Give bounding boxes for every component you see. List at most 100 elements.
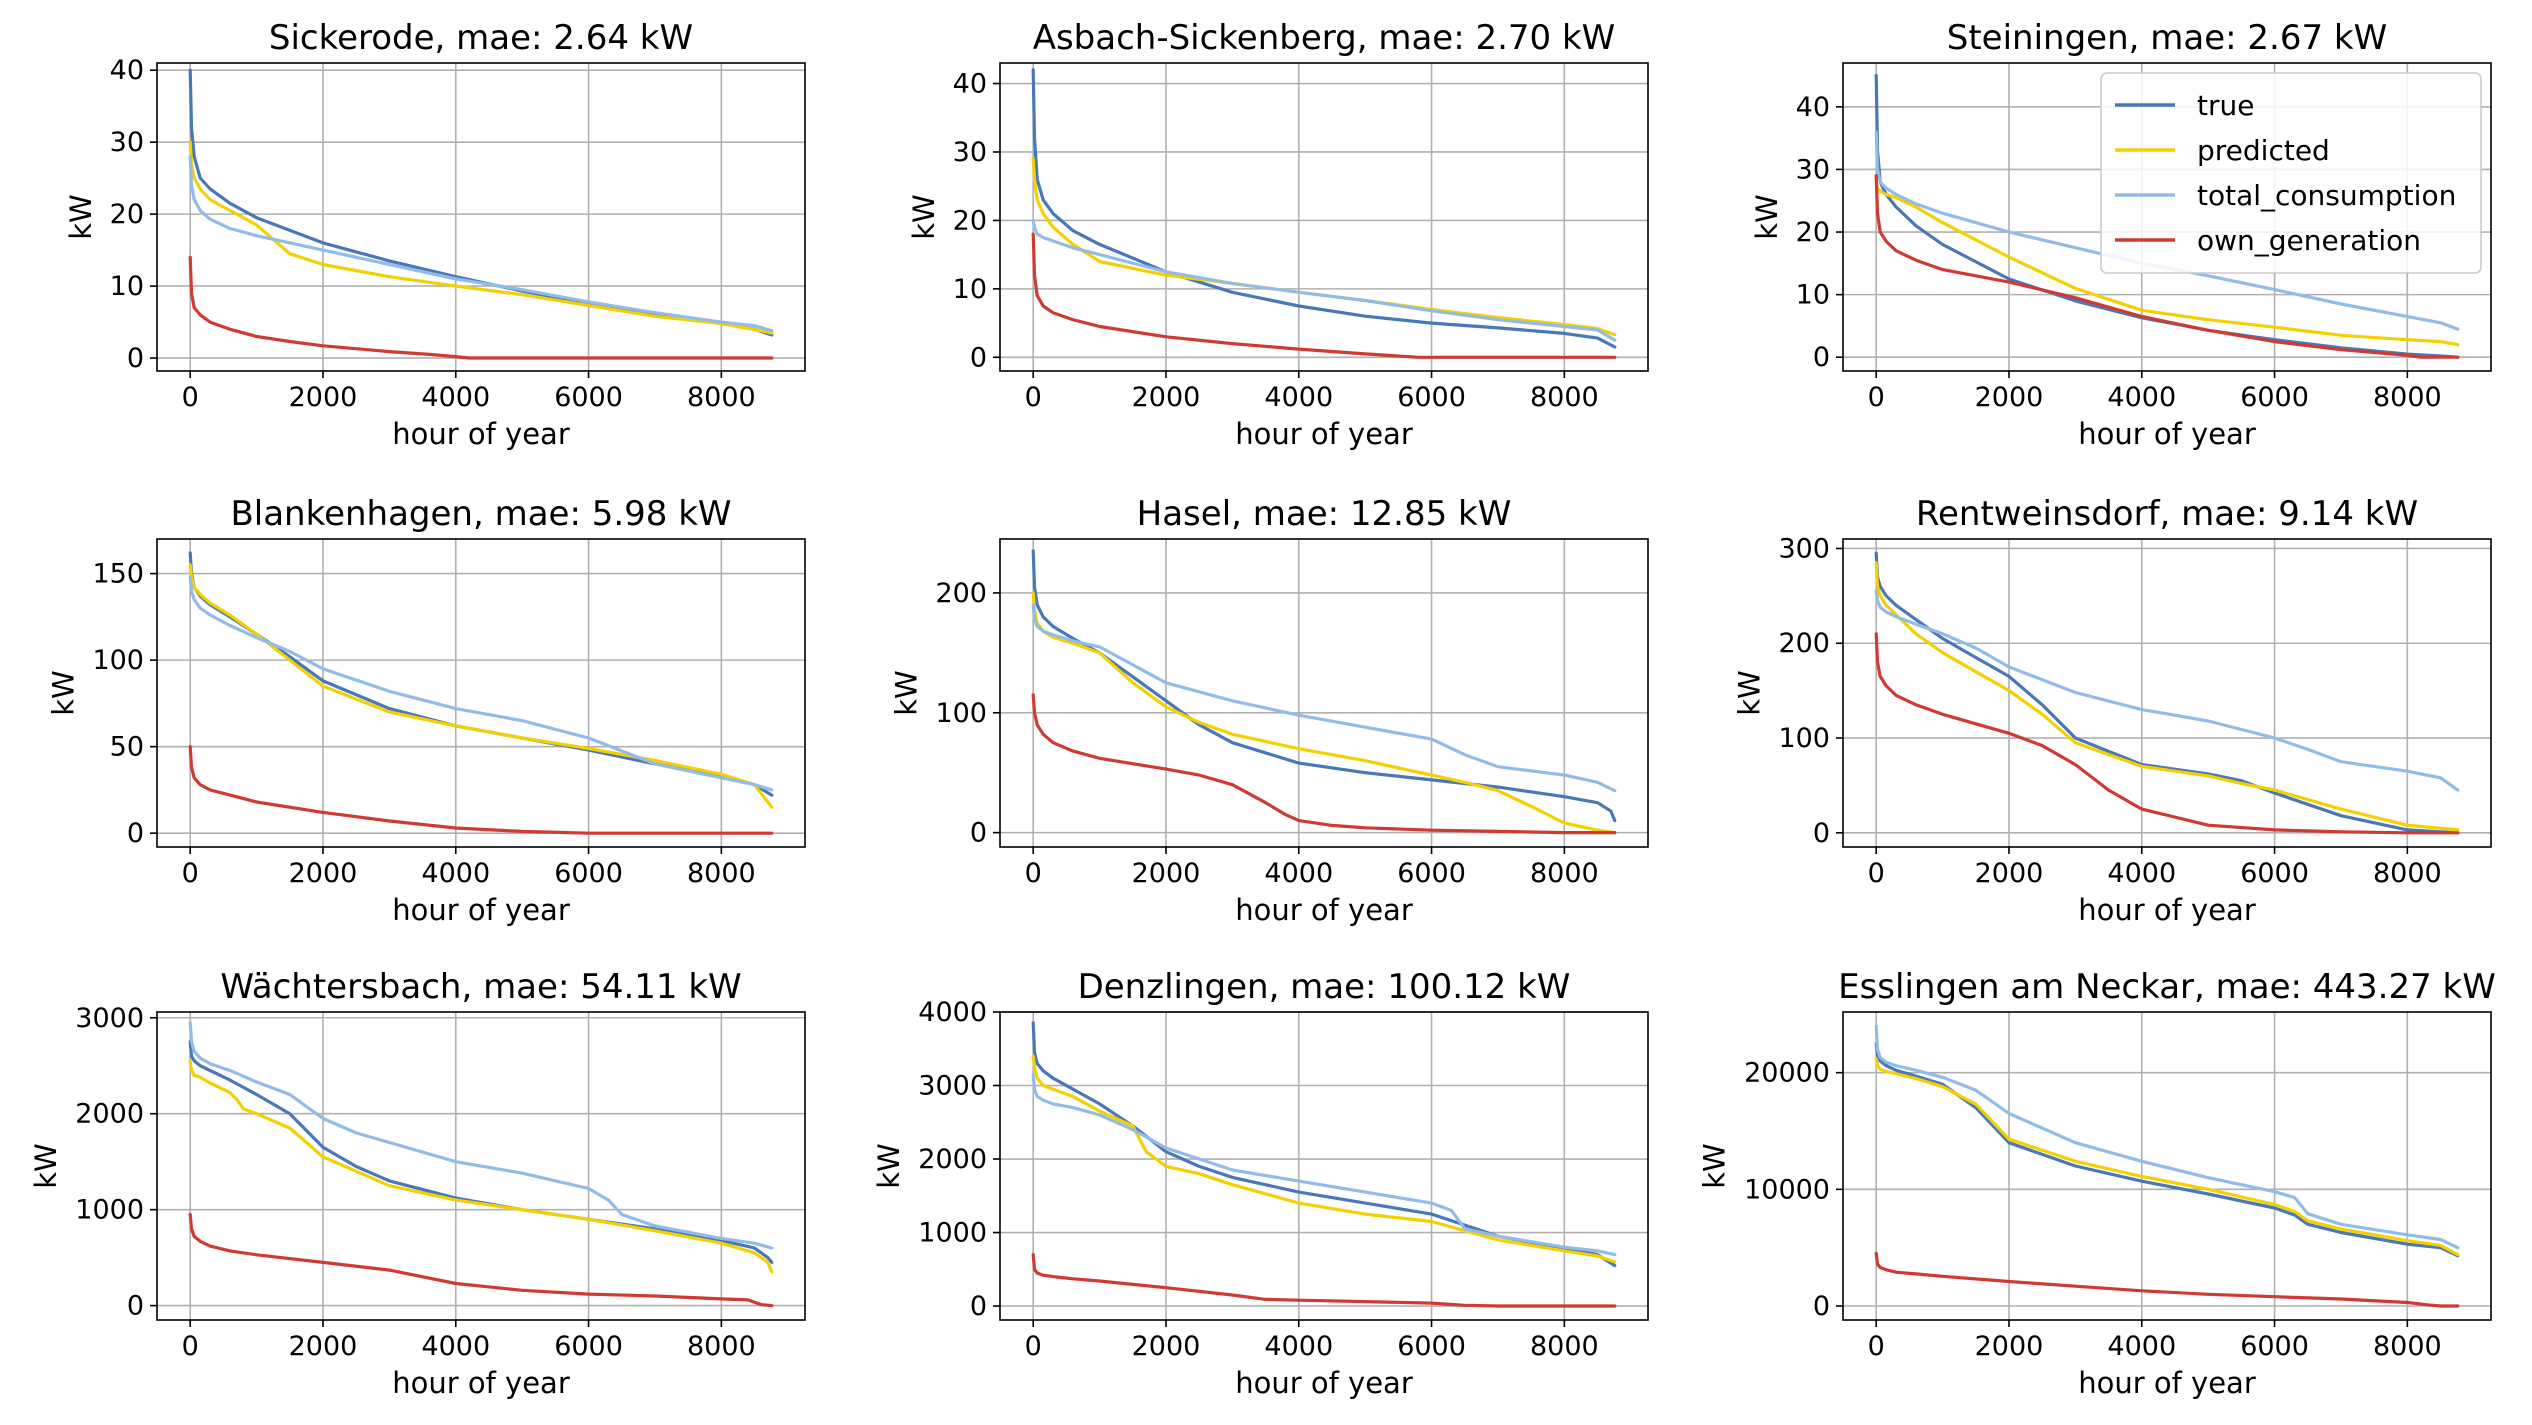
x-tick-label: 4000 xyxy=(421,1331,490,1362)
x-tick-label: 6000 xyxy=(554,1331,623,1362)
plot-frame xyxy=(1842,62,2492,372)
series-line-total-consumption xyxy=(188,155,774,333)
y-tick-label: 20000 xyxy=(1744,1058,1830,1089)
x-tick-label: 6000 xyxy=(2240,1331,2309,1362)
y-tick-label: 2000 xyxy=(75,1099,144,1130)
x-tick-label: 2000 xyxy=(289,382,358,413)
y-tick-label: 0 xyxy=(127,1291,144,1322)
series-line-total-consumption xyxy=(1874,589,2460,792)
series-line-true xyxy=(188,551,774,797)
series-line-total-consumption xyxy=(1031,603,1617,793)
y-axis-label: kW xyxy=(29,1143,63,1188)
x-tick-label: 8000 xyxy=(1530,382,1599,413)
x-tick-label: 4000 xyxy=(421,858,490,889)
series-line-true xyxy=(188,1040,774,1265)
legend-label-predicted: predicted xyxy=(2197,134,2330,167)
series-line-predicted xyxy=(1874,180,2460,347)
x-tick-label: 8000 xyxy=(2373,1331,2442,1362)
x-tick-label: 0 xyxy=(1868,858,1885,889)
y-tick-label: 300 xyxy=(1778,533,1830,564)
series-line-own-generation xyxy=(1031,232,1617,359)
series-line-predicted xyxy=(188,563,774,809)
legend-label-own-generation: own_generation xyxy=(2197,224,2421,257)
subplot-6: 0 2000 4000 6000 8000 0 100 200 300 Rentweinsdorf… xyxy=(1733,494,2492,927)
x-tick-label: 6000 xyxy=(1397,382,1466,413)
series-line-total-consumption xyxy=(188,1020,774,1250)
y-tick-label: 10 xyxy=(1796,280,1830,311)
y-tick-label: 200 xyxy=(935,578,987,609)
series-line-true xyxy=(1031,68,1617,349)
x-tick-label: 2000 xyxy=(1975,858,2044,889)
plot-frame xyxy=(999,538,1649,848)
x-tick-label: 0 xyxy=(182,382,199,413)
x-tick-label: 4000 xyxy=(2107,382,2176,413)
x-tick-label: 8000 xyxy=(1530,1331,1599,1362)
y-tick-label: 10 xyxy=(953,274,987,305)
series-line-true xyxy=(188,68,774,337)
subplot-9: 0 2000 4000 6000 8000 0 10000 20000 Esslingen am… xyxy=(1698,967,2496,1400)
chart-title: Sickerode, mae: 2.64 kW xyxy=(269,18,693,58)
legend-box xyxy=(2100,72,2482,274)
plot-frame xyxy=(156,538,806,848)
x-tick-label: 6000 xyxy=(554,382,623,413)
x-tick-label: 4000 xyxy=(1264,1331,1333,1362)
subplot-7: 0 2000 4000 6000 8000 0 1000 2000 3000 Wächtersba… xyxy=(29,967,806,1400)
plot-frame xyxy=(156,1011,806,1321)
series-line-own-generation xyxy=(188,255,774,360)
plot-frame xyxy=(1842,538,2492,848)
series-line-own-generation xyxy=(1874,1251,2460,1308)
x-tick-label: 0 xyxy=(1868,1331,1885,1362)
x-tick-label: 6000 xyxy=(554,858,623,889)
x-tick-label: 0 xyxy=(1025,1331,1042,1362)
series-line-own-generation xyxy=(1031,1252,1617,1308)
y-tick-label: 30 xyxy=(1796,154,1830,185)
series-line-total-consumption xyxy=(1874,1024,2460,1250)
x-tick-label: 6000 xyxy=(1397,858,1466,889)
series-line-true xyxy=(1874,1041,2460,1258)
y-tick-label: 20 xyxy=(110,199,144,230)
series-line-true xyxy=(1031,1021,1617,1268)
x-tick-label: 8000 xyxy=(687,382,756,413)
y-tick-label: 4000 xyxy=(918,997,987,1028)
series-line-own-generation xyxy=(188,744,774,835)
series-line-total-consumption xyxy=(1031,1072,1617,1257)
y-tick-label: 100 xyxy=(1778,723,1830,754)
series-line-true xyxy=(1031,549,1617,823)
series-line-true xyxy=(1874,551,2460,835)
y-axis-label: kW xyxy=(890,670,924,715)
chart-title: Hasel, mae: 12.85 kW xyxy=(1137,494,1512,534)
legend: true predicted total_consumption own_genera… xyxy=(2100,72,2482,274)
series-line-predicted xyxy=(1031,157,1617,337)
x-axis-label: hour of year xyxy=(392,893,570,927)
x-tick-label: 0 xyxy=(1868,382,1885,413)
subplot-5: 0 2000 4000 6000 8000 0 100 200 Hasel, mae: 12.8… xyxy=(890,494,1649,927)
y-axis-label: kW xyxy=(64,194,98,239)
y-tick-label: 30 xyxy=(110,127,144,158)
y-tick-label: 100 xyxy=(935,698,987,729)
y-tick-label: 3000 xyxy=(918,1071,987,1102)
x-tick-label: 2000 xyxy=(1132,1331,1201,1362)
y-tick-label: 40 xyxy=(953,69,987,100)
series-line-predicted xyxy=(188,1059,774,1274)
subplot-8: 0 2000 4000 6000 8000 0 1000 2000 3000 4000 Denzli… xyxy=(872,967,1649,1400)
x-tick-label: 6000 xyxy=(2240,382,2309,413)
chart-title: Esslingen am Neckar, mae: 443.27 kW xyxy=(1838,967,2496,1007)
series-line-own-generation xyxy=(188,1212,774,1308)
y-tick-label: 0 xyxy=(127,343,144,374)
x-axis-label: hour of year xyxy=(392,1366,570,1400)
x-axis-label: hour of year xyxy=(1235,1366,1413,1400)
x-tick-label: 4000 xyxy=(2107,858,2176,889)
chart-title: Denzlingen, mae: 100.12 kW xyxy=(1078,967,1571,1007)
subplot-4: 0 2000 4000 6000 8000 0 50 100 150 Blankenhagen, … xyxy=(47,494,806,927)
y-tick-label: 10000 xyxy=(1744,1174,1830,1205)
x-tick-label: 2000 xyxy=(1132,858,1201,889)
y-tick-label: 0 xyxy=(970,1291,987,1322)
series-line-predicted xyxy=(1031,1054,1617,1264)
x-tick-label: 4000 xyxy=(2107,1331,2176,1362)
chart-title: Wächtersbach, mae: 54.11 kW xyxy=(220,967,741,1007)
x-axis-label: hour of year xyxy=(2078,893,2256,927)
x-tick-label: 2000 xyxy=(289,858,358,889)
y-axis-label: kW xyxy=(1698,1143,1732,1188)
plot-frame xyxy=(1842,1011,2492,1321)
